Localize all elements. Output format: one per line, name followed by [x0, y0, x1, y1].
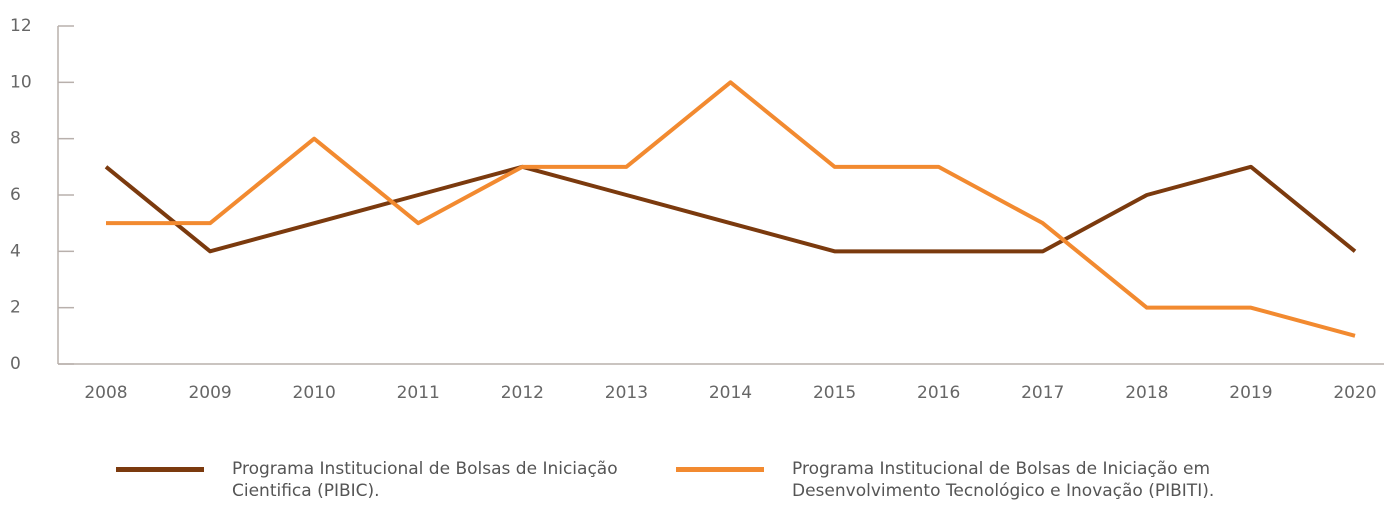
- y-tick-label: 2: [10, 298, 21, 318]
- x-tick-label: 2009: [188, 383, 231, 403]
- x-tick-label: 2014: [709, 383, 752, 403]
- legend-item: Programa Institucional de Bolsas de Inic…: [116, 458, 627, 502]
- y-tick-label: 10: [10, 72, 32, 92]
- legend-swatch: [676, 467, 764, 472]
- x-tick-label: 2012: [501, 383, 544, 403]
- y-tick-label: 8: [10, 129, 21, 149]
- y-tick-label: 4: [10, 241, 21, 261]
- x-tick-label: 2020: [1333, 383, 1376, 403]
- x-tick-label: 2019: [1229, 383, 1272, 403]
- line-series: [104, 164, 1357, 254]
- y-tick-label: 0: [10, 354, 21, 374]
- x-tick-label: 2010: [293, 383, 336, 403]
- y-tick-label: 12: [10, 16, 32, 36]
- legend-label: Programa Institucional de Bolsas de Inic…: [232, 459, 618, 501]
- legend-label: Programa Institucional de Bolsas de Inic…: [792, 459, 1215, 501]
- x-tick-label: 2011: [397, 383, 440, 403]
- chart: 0 2 4 6 8 10 12 2008 2009 2010 2011 2012 2013 2014 201…: [10, 16, 1384, 403]
- x-tick-label: 2013: [605, 383, 648, 403]
- legend-swatch: [116, 467, 204, 472]
- x-tick-label: 2016: [917, 383, 960, 403]
- line-series: [106, 80, 1356, 338]
- y-tick-label: 6: [10, 185, 21, 205]
- x-tick-label: 2008: [84, 383, 127, 403]
- x-tick-label: 2018: [1125, 383, 1168, 403]
- x-tick-label: 2017: [1021, 383, 1064, 403]
- x-tick-label: 2015: [813, 383, 856, 403]
- legend-item: Programa Institucional de Bolsas de Inic…: [676, 458, 1292, 502]
